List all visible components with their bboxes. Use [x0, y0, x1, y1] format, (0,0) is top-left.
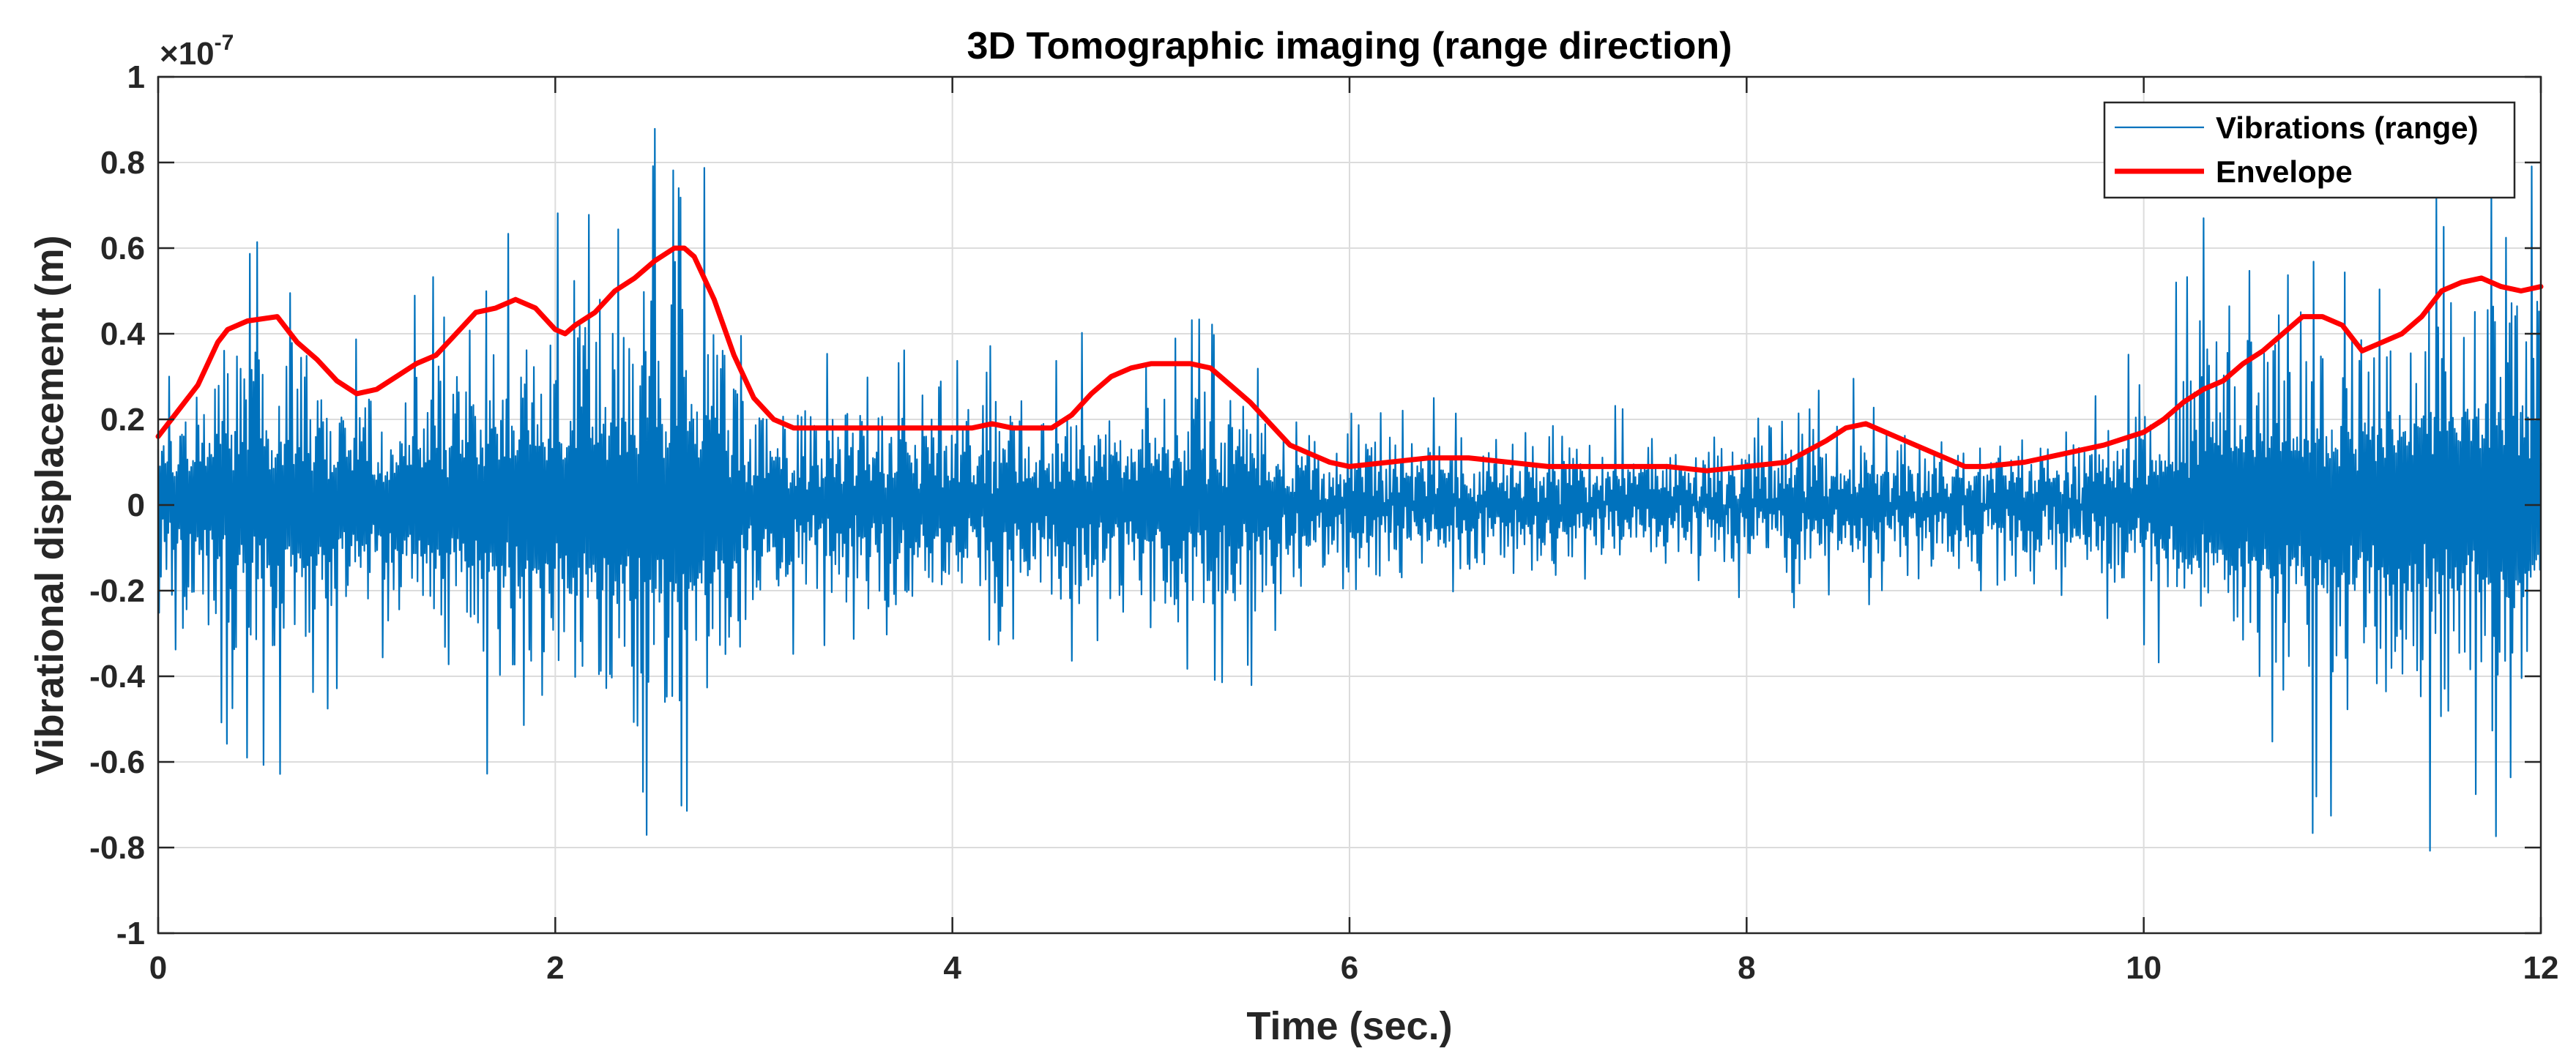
x-tick-label: 10 [2126, 950, 2162, 986]
tick-labels: 0 2 4 6 8 10 12 -1 -0.8 -0.6 -0.4 -0.2 0 0.2 0.4 0.6 0.8… [89, 59, 2558, 986]
y-tick-label: -0.8 [89, 830, 145, 866]
legend-box [2103, 101, 2516, 199]
x-tick-label: 0 [149, 950, 167, 986]
y-axis-label: Vibrational displacement (m) [28, 235, 72, 774]
x-tick-label: 2 [546, 950, 564, 986]
y-tick-label: 0.6 [100, 231, 145, 266]
plot-content [155, 127, 2544, 852]
y-tick-label: 0 [127, 487, 145, 523]
y-tick-label: -0.2 [89, 573, 145, 609]
x-tick-label: 8 [1738, 950, 1755, 986]
legend: Vibrations (range) Envelope [2103, 101, 2516, 199]
y-tick-label: -1 [116, 916, 145, 951]
chart-title: 3D Tomographic imaging (range direction) [967, 25, 1732, 67]
y-tick-label: 1 [127, 59, 145, 95]
y-tick-label: -0.4 [89, 659, 145, 695]
legend-vibrations-label: Vibrations (range) [2216, 111, 2479, 145]
envelope-series-line [155, 245, 2544, 474]
legend-envelope-label: Envelope [2216, 154, 2353, 189]
y-tick-label: 0.4 [100, 316, 146, 352]
y-scale-exponent: ×10-7 [160, 31, 234, 72]
x-axis-label: Time (sec.) [1246, 1004, 1452, 1048]
grid [158, 77, 2541, 933]
x-tick-label: 4 [943, 950, 961, 986]
y-scale-power: -7 [215, 31, 234, 55]
ticks [157, 75, 2542, 935]
x-tick-label: 6 [1341, 950, 1358, 986]
y-tick-label: -0.6 [89, 744, 145, 780]
y-tick-label: 0.2 [100, 402, 145, 438]
vibrations-series-line [157, 127, 2542, 852]
y-tick-label: 0.8 [100, 145, 145, 181]
y-scale-base: ×10 [160, 36, 215, 72]
x-tick-label: 12 [2523, 950, 2559, 986]
